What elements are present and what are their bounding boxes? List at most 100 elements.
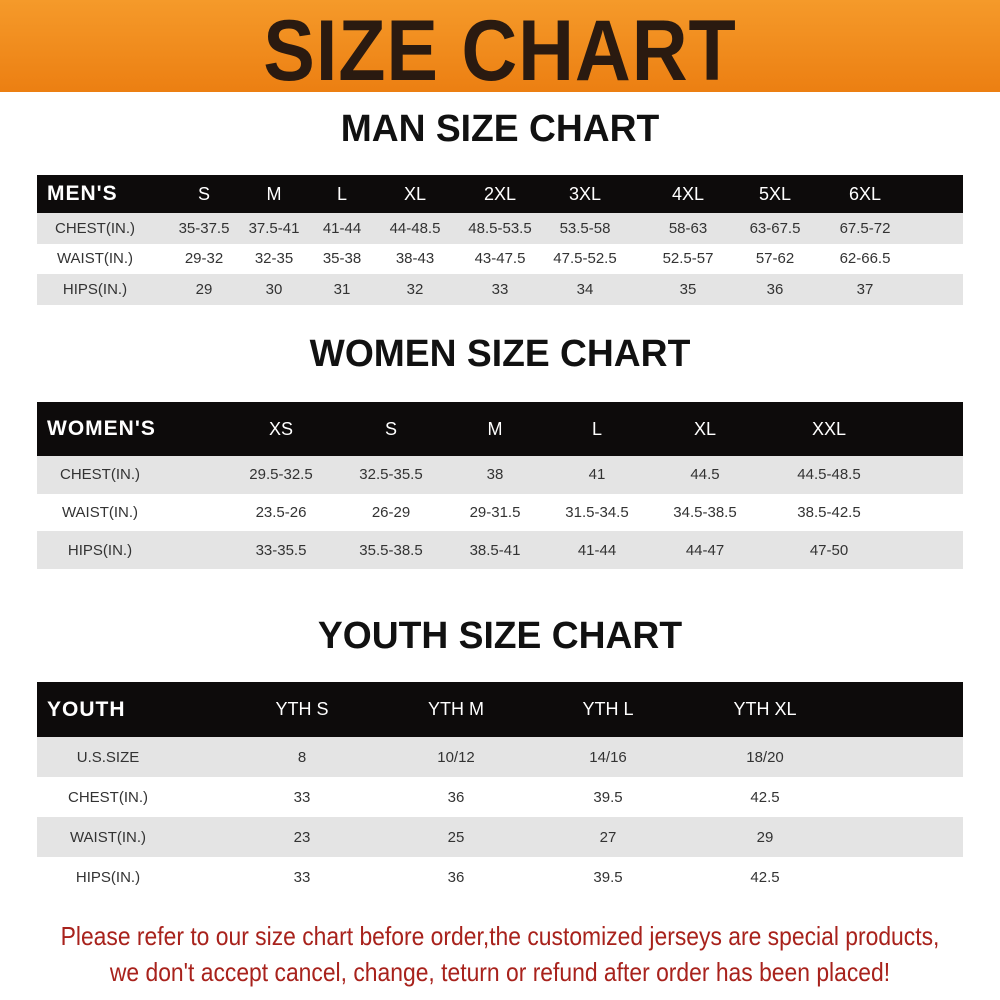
table-cell: 63-67.5 <box>749 219 801 237</box>
table-title-cell: WOMEN'S <box>47 417 156 440</box>
disclaimer-line-1: Please refer to our size chart before or… <box>60 921 940 951</box>
size-header-cell: XL <box>693 418 717 439</box>
table-cell: 57-62 <box>755 250 795 268</box>
measurement-label: CHEST(IN.) <box>60 466 140 484</box>
disclaimer-line-2: we don't accept cancel, change, teturn o… <box>109 957 891 987</box>
table-cell: 10/12 <box>437 748 475 766</box>
table-cell: 53.5-58 <box>559 219 611 237</box>
banner: SIZE CHART <box>0 0 1000 99</box>
measurement-label: CHEST(IN.) <box>55 219 135 237</box>
size-header-cell: YTH M <box>428 699 484 719</box>
table-cell: 38.5-42.5 <box>797 504 861 522</box>
table-cell: 27 <box>599 828 617 846</box>
header-row: WOMEN'S XS S M L XL XXL <box>37 402 963 456</box>
table-cell: 32-35 <box>254 250 294 268</box>
table-cell: 8 <box>297 748 307 766</box>
table-cell: 34.5-38.5 <box>673 504 737 522</box>
size-header-cell: 2XL <box>483 183 517 204</box>
size-header-cell: 6XL <box>848 183 882 204</box>
measurement-label: CHEST(IN.) <box>68 788 148 806</box>
table-cell: 14/16 <box>589 748 627 766</box>
table-row: WAIST(IN.) 23.5-26 26-29 29-31.5 31.5-34.5 34… <box>37 493 963 532</box>
table-cell: 39.5 <box>593 868 623 886</box>
table-cell: 47.5-52.5 <box>553 250 617 268</box>
women-section-title: WOMEN SIZE CHART <box>309 333 691 375</box>
table-cell: 25 <box>447 828 465 846</box>
table-row: WAIST(IN.) 29-32 32-35 35-38 38-43 43-47.5 47.… <box>37 243 963 274</box>
table-cell: 23 <box>293 828 311 846</box>
size-header-cell: 4XL <box>671 183 705 204</box>
table-cell: 42.5 <box>750 788 780 806</box>
table-cell: 36 <box>766 280 784 298</box>
youth-section-title: YOUTH SIZE CHART <box>317 615 683 657</box>
table-cell: 34 <box>576 280 594 298</box>
table-cell: 44-47 <box>685 541 725 559</box>
table-cell: 67.5-72 <box>839 219 891 237</box>
table-cell: 58-63 <box>668 219 708 237</box>
table-cell: 31.5-34.5 <box>565 504 629 522</box>
measurement-label: WAIST(IN.) <box>56 250 134 268</box>
header-row: MEN'S S M L XL 2XL 3XL 4XL 5XL 6XL <box>37 175 963 213</box>
table-cell: 38 <box>486 466 504 484</box>
table-cell: 38-43 <box>395 250 435 268</box>
table-cell: 35 <box>679 280 697 298</box>
table-row: HIPS(IN.) 29 30 31 32 33 34 35 36 37 <box>37 274 963 305</box>
table-cell: 33 <box>491 280 509 298</box>
table-cell: 36 <box>447 788 465 806</box>
table-cell: 23.5-26 <box>255 504 307 522</box>
measurement-label: HIPS(IN.) <box>67 541 133 559</box>
measurement-label: U.S.SIZE <box>76 748 140 766</box>
size-header-cell: XS <box>268 418 294 439</box>
table-cell: 35-38 <box>322 250 362 268</box>
size-header-cell: L <box>591 418 603 439</box>
header-row: YOUTH YTH S YTH M YTH L YTH XL <box>37 682 963 737</box>
table-cell: 37.5-41 <box>248 219 300 237</box>
measurement-label: WAIST(IN.) <box>61 504 139 522</box>
size-header-cell: 3XL <box>568 183 602 204</box>
disclaimer: Please refer to our size chart before or… <box>60 918 940 990</box>
size-header-cell: 5XL <box>758 183 792 204</box>
table-cell: 29 <box>756 828 774 846</box>
table-cell: 33 <box>293 788 311 806</box>
measurement-label: HIPS(IN.) <box>62 280 128 298</box>
table-row: U.S.SIZE 8 10/12 14/16 18/20 <box>37 737 963 777</box>
table-cell: 26-29 <box>371 504 411 522</box>
table-cell: 52.5-57 <box>662 250 714 268</box>
size-header-cell: XXL <box>811 418 847 439</box>
table-row: WAIST(IN.) 23 25 27 29 <box>37 817 963 857</box>
table-cell: 18/20 <box>746 748 784 766</box>
table-cell: 62-66.5 <box>839 250 891 268</box>
table-title-cell: MEN'S <box>47 182 118 205</box>
table-cell: 44.5 <box>690 466 720 484</box>
table-cell: 33-35.5 <box>255 541 307 559</box>
table-cell: 48.5-53.5 <box>468 219 532 237</box>
table-cell: 41-44 <box>322 219 362 237</box>
table-cell: 41-44 <box>577 541 617 559</box>
table-title-cell: YOUTH <box>47 697 126 721</box>
table-cell: 33 <box>293 868 311 886</box>
table-cell: 31 <box>333 280 351 298</box>
table-cell: 38.5-41 <box>469 541 521 559</box>
table-cell: 30 <box>265 280 283 298</box>
table-row: CHEST(IN.) 33 36 39.5 42.5 <box>37 777 963 817</box>
size-header-cell: YTH L <box>582 699 634 719</box>
table-cell: 44-48.5 <box>389 219 441 237</box>
measurement-label: WAIST(IN.) <box>69 828 147 846</box>
banner-title: SIZE CHART <box>263 3 737 99</box>
table-cell: 29-31.5 <box>469 504 521 522</box>
table-cell: 32 <box>406 280 424 298</box>
table-cell: 29.5-32.5 <box>249 466 313 484</box>
table-cell: 43-47.5 <box>474 250 526 268</box>
table-cell: 39.5 <box>593 788 623 806</box>
table-cell: 32.5-35.5 <box>359 466 423 484</box>
size-header-cell: L <box>336 183 348 204</box>
table-cell: 36 <box>447 868 465 886</box>
table-cell: 44.5-48.5 <box>797 466 861 484</box>
size-header-cell: S <box>197 183 211 204</box>
size-header-cell: XL <box>403 183 427 204</box>
size-header-cell: YTH XL <box>733 699 797 719</box>
size-header-cell: YTH S <box>275 699 329 719</box>
size-header-cell: M <box>487 418 503 439</box>
table-cell: 41 <box>588 466 606 484</box>
table-row: CHEST(IN.) 29.5-32.5 32.5-35.5 38 41 44.5 44.5… <box>37 456 963 494</box>
